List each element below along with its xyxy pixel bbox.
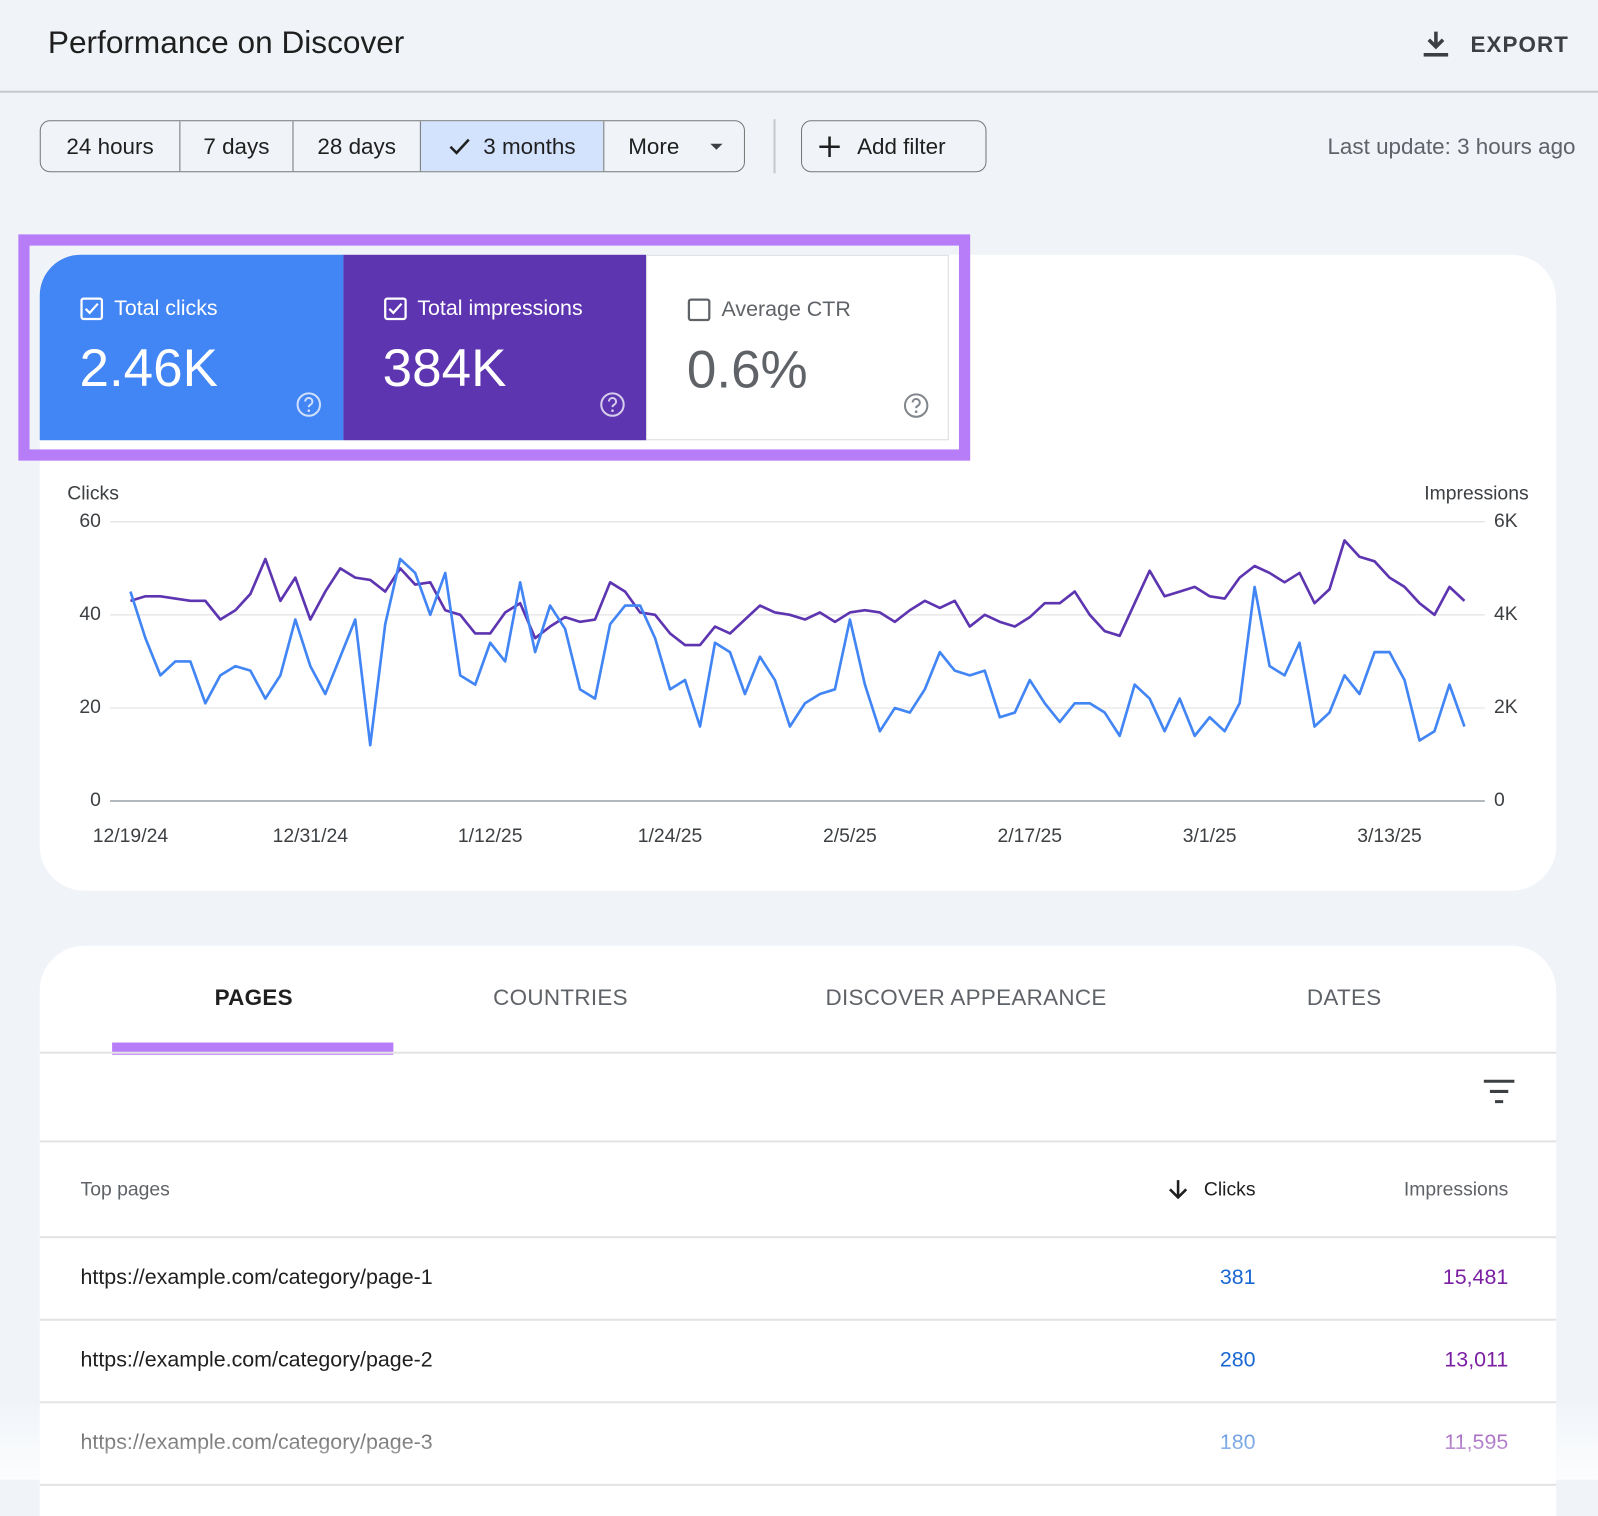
date-range-button[interactable]: 24 hours: [41, 121, 180, 171]
help-icon[interactable]: [902, 391, 931, 420]
series-line: [130, 539, 1466, 647]
scorecard[interactable]: Average CTR 0.6%: [646, 254, 949, 441]
tab[interactable]: COUNTRIES: [493, 984, 628, 1010]
date-range-label: 7 days: [203, 132, 270, 159]
date-range-label: 28 days: [317, 132, 396, 159]
scorecard-label: Average CTR: [721, 297, 851, 322]
header-divider: [0, 90, 1598, 93]
export-button[interactable]: EXPORT: [1470, 31, 1569, 58]
search-console-page: Performance on Discover EXPORT 24 hours 7 d…: [0, 24, 1598, 1516]
row-divider: [39, 1318, 1557, 1321]
scorecard-label: Total impressions: [417, 296, 583, 320]
plus-icon: [819, 136, 840, 157]
y-axis-title: Clicks: [67, 482, 119, 504]
date-range-group: 24 hours 7 days 28 days 3 months More: [39, 120, 745, 173]
column-header[interactable]: Clicks: [1203, 1179, 1256, 1201]
filter-icon[interactable]: [1482, 1078, 1517, 1104]
page: Performance on Discover EXPORT 24 hours 7 d…: [0, 24, 1598, 1516]
x-tick-label: 1/24/25: [638, 825, 703, 847]
y-tick-label: 20: [79, 696, 101, 718]
check-icon: [449, 138, 470, 155]
page-url[interactable]: https://example.com/category/page-2: [80, 1348, 433, 1372]
tabs-divider: [39, 1051, 1557, 1054]
last-update: Last update: 3 hours ago: [1327, 133, 1576, 159]
tab[interactable]: DATES: [1306, 984, 1382, 1010]
scorecard-highlight: [18, 234, 971, 461]
y2-axis-title: Impressions: [1424, 482, 1528, 504]
scorecard-value: 384K: [382, 339, 507, 399]
row-divider: [39, 1236, 1557, 1239]
row-divider: [39, 1483, 1557, 1486]
date-range-button[interactable]: More: [603, 121, 744, 172]
add-filter-button[interactable]: Add filter: [801, 120, 987, 173]
scorecard-value: 0.6%: [686, 340, 808, 400]
y2-tick-label: 6K: [1494, 510, 1518, 532]
column-header[interactable]: Impressions: [1403, 1179, 1509, 1201]
add-filter-label: Add filter: [857, 132, 946, 159]
page-url[interactable]: https://example.com/category/page-1: [80, 1265, 433, 1290]
scorecard[interactable]: Total impressions 384K: [342, 254, 647, 441]
clicks-cell: 381: [1219, 1265, 1256, 1290]
export-icon[interactable]: [1423, 30, 1449, 59]
x-tick-label: 2/17/25: [997, 825, 1062, 847]
y2-tick-label: 2K: [1494, 696, 1518, 718]
date-range-button[interactable]: 3 months: [419, 121, 604, 172]
impressions-cell: 13,011: [1444, 1348, 1509, 1372]
help-icon[interactable]: [295, 390, 324, 419]
x-tick-label: 2/5/25: [823, 825, 877, 847]
date-range-button[interactable]: 28 days: [292, 121, 419, 172]
dropdown-caret: [709, 143, 723, 150]
scorecard-value: 2.46K: [79, 339, 218, 399]
clicks-cell: 280: [1219, 1348, 1256, 1372]
scorecard-checkbox[interactable]: [687, 298, 711, 322]
date-range-label: 24 hours: [66, 132, 154, 159]
x-tick-label: 12/31/24: [273, 825, 349, 847]
date-range-label: More: [628, 132, 680, 159]
scorecard-checkbox[interactable]: [383, 297, 407, 321]
table-divider: [39, 1140, 1557, 1143]
scorecard-label: Total clicks: [114, 296, 218, 320]
date-range-button[interactable]: 7 days: [179, 121, 292, 172]
y-tick-label: 60: [79, 510, 101, 532]
series-line: [129, 557, 1466, 747]
date-range-label: 3 months: [483, 132, 576, 159]
tab[interactable]: DISCOVER APPEARANCE: [825, 984, 1107, 1010]
impressions-cell: 15,481: [1442, 1265, 1509, 1290]
x-tick-label: 12/19/24: [93, 825, 169, 847]
y-tick-label: 0: [90, 789, 101, 811]
x-tick-label: 1/12/25: [458, 825, 523, 847]
bottom-fade: [0, 1398, 1598, 1480]
tab[interactable]: PAGES: [214, 984, 293, 1010]
scorecard[interactable]: Total clicks 2.46K: [39, 254, 344, 441]
y2-tick-label: 0: [1494, 789, 1505, 811]
page-title: Performance on Discover: [47, 24, 405, 61]
help-icon[interactable]: [598, 390, 627, 419]
sort-arrow: [1169, 1180, 1188, 1200]
toolbar-divider: [773, 119, 776, 174]
y2-tick-label: 4K: [1494, 603, 1518, 625]
x-tick-label: 3/13/25: [1357, 825, 1422, 847]
tab-indicator: [112, 1042, 394, 1055]
x-tick-label: 3/1/25: [1183, 825, 1237, 847]
line-chart: Clicks Impressions 0 20 40 60 0 2K 4K 6K 12/19/24 1…: [67, 482, 1528, 847]
y-tick-label: 40: [79, 603, 101, 625]
column-header: Top pages: [80, 1179, 170, 1201]
scorecard-checkbox[interactable]: [79, 297, 104, 321]
